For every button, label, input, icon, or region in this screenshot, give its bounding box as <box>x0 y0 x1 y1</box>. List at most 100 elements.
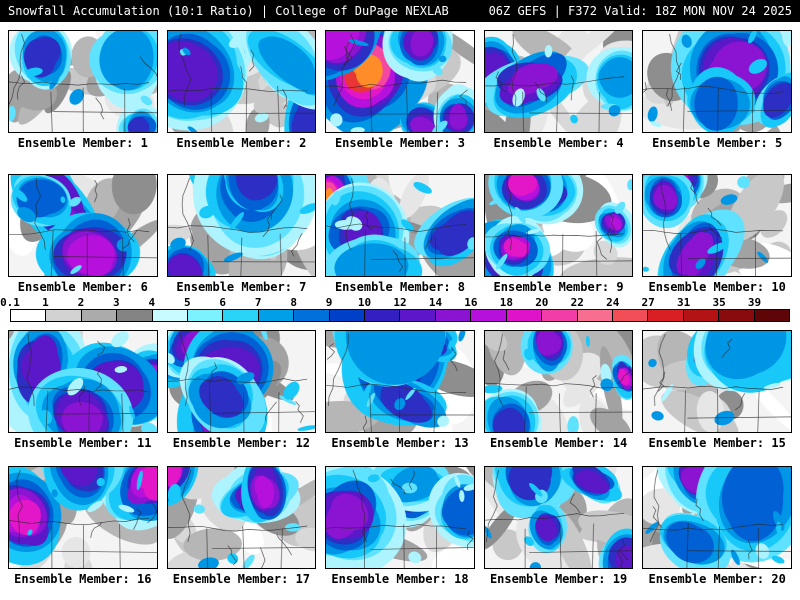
ensemble-member-label: Ensemble Member: 20 <box>648 572 786 586</box>
ensemble-panel: Ensemble Member: 2 <box>166 30 317 150</box>
ensemble-map <box>325 466 475 569</box>
ensemble-panel: Ensemble Member: 11 <box>8 330 158 450</box>
colorbar-tick: 0.1 <box>0 296 20 309</box>
colorbar-segment <box>223 310 259 321</box>
colorbar-bar <box>10 309 790 322</box>
ensemble-panel: Ensemble Member: 1 <box>8 30 158 150</box>
ensemble-panel: Ensemble Member: 15 <box>642 330 792 450</box>
colorbar-tick: 6 <box>219 296 227 309</box>
ensemble-map-canvas <box>167 31 316 132</box>
ensemble-panel: Ensemble Member: 12 <box>166 330 317 450</box>
ensemble-panel: Ensemble Member: 9 <box>483 174 634 294</box>
colorbar-tick: 24 <box>606 296 620 309</box>
ensemble-map-canvas <box>9 175 157 276</box>
ensemble-panel: Ensemble Member: 6 <box>8 174 158 294</box>
ensemble-map-canvas <box>326 31 474 132</box>
ensemble-map-canvas <box>484 31 633 132</box>
ensemble-map-canvas <box>9 331 157 432</box>
colorbar-segment <box>577 310 613 321</box>
ensemble-map-canvas <box>484 467 633 568</box>
ensemble-panel: Ensemble Member: 19 <box>483 466 634 586</box>
ensemble-member-label: Ensemble Member: 19 <box>489 572 628 586</box>
colorbar-tick: 31 <box>677 296 691 309</box>
colorbar-segment <box>11 310 47 321</box>
ensemble-map-canvas <box>167 331 316 432</box>
colorbar-tick: 35 <box>712 296 726 309</box>
colorbar-tick: 4 <box>148 296 156 309</box>
ensemble-member-label: Ensemble Member: 18 <box>331 572 469 586</box>
ensemble-map <box>8 30 158 133</box>
ensemble-panel: Ensemble Member: 14 <box>483 330 634 450</box>
ensemble-map-canvas <box>326 175 474 276</box>
ensemble-row-3: Ensemble Member: 11 Ensemble Member: 12 En… <box>0 330 800 450</box>
colorbar-segment <box>46 310 82 321</box>
colorbar: 0.1 1 2 3 4 5 6 7 8 9 10 12 14 16 18 20 22 24 27 31 35 39 <box>0 296 790 322</box>
ensemble-panel: Ensemble Member: 20 <box>642 466 792 586</box>
ensemble-member-label: Ensemble Member: 2 <box>176 136 307 150</box>
ensemble-map-canvas <box>643 467 791 568</box>
ensemble-member-label: Ensemble Member: 5 <box>652 136 783 150</box>
colorbar-tick: 22 <box>570 296 584 309</box>
colorbar-segment <box>258 310 295 321</box>
colorbar-segment <box>329 310 366 321</box>
ensemble-map <box>483 466 634 569</box>
ensemble-member-label: Ensemble Member: 13 <box>331 436 469 450</box>
ensemble-row-2: Ensemble Member: 6 Ensemble Member: 7 Ense… <box>0 174 800 294</box>
ensemble-row-1: Ensemble Member: 1 Ensemble Member: 2 Ense… <box>0 30 800 150</box>
ensemble-panel: Ensemble Member: 18 <box>325 466 475 586</box>
ensemble-panel: Ensemble Member: 7 <box>166 174 317 294</box>
ensemble-map <box>166 466 317 569</box>
ensemble-panel: Ensemble Member: 16 <box>8 466 158 586</box>
colorbar-segment <box>294 310 330 321</box>
ensemble-map <box>483 174 634 277</box>
ensemble-panel: Ensemble Member: 13 <box>325 330 475 450</box>
ensemble-map <box>642 466 792 569</box>
snowfall-ensemble-page: Snowfall Accumulation (10:1 Ratio) | Col… <box>0 0 800 586</box>
colorbar-tick: 1 <box>42 296 49 309</box>
ensemble-map-canvas <box>9 467 157 568</box>
ensemble-member-label: Ensemble Member: 14 <box>489 436 628 450</box>
ensemble-member-label: Ensemble Member: 7 <box>176 280 307 294</box>
ensemble-map-canvas <box>643 31 791 132</box>
ensemble-member-label: Ensemble Member: 1 <box>17 136 148 150</box>
ensemble-row-4: Ensemble Member: 16 Ensemble Member: 17 En… <box>0 466 800 586</box>
colorbar-tick: 7 <box>254 296 262 309</box>
colorbar-segment <box>471 310 507 321</box>
colorbar-segment <box>683 310 720 321</box>
ensemble-map-canvas <box>167 467 316 568</box>
colorbar-tick: 12 <box>393 296 407 309</box>
colorbar-tick: 18 <box>499 296 513 309</box>
ensemble-member-label: Ensemble Member: 12 <box>172 436 311 450</box>
colorbar-tick: 2 <box>77 296 85 309</box>
ensemble-member-label: Ensemble Member: 10 <box>648 280 786 294</box>
colorbar-tick: 20 <box>535 296 549 309</box>
ensemble-member-label: Ensemble Member: 15 <box>648 436 786 450</box>
ensemble-map-canvas <box>484 331 633 432</box>
colorbar-segment <box>117 310 153 321</box>
colorbar-tick: 39 <box>747 296 762 309</box>
ensemble-map <box>325 174 475 277</box>
ensemble-map-canvas <box>643 331 791 432</box>
ensemble-map-canvas <box>167 175 316 276</box>
ensemble-member-label: Ensemble Member: 3 <box>334 136 465 150</box>
ensemble-grid: Ensemble Member: 1 Ensemble Member: 2 Ense… <box>0 30 800 586</box>
ensemble-member-label: Ensemble Member: 16 <box>14 572 152 586</box>
ensemble-map-canvas <box>326 467 474 568</box>
colorbar-tick: 10 <box>357 296 372 309</box>
ensemble-map <box>483 30 634 133</box>
colorbar-tick: 5 <box>183 296 191 309</box>
ensemble-panel: Ensemble Member: 5 <box>642 30 792 150</box>
colorbar-segment <box>612 310 649 321</box>
ensemble-member-label: Ensemble Member: 17 <box>172 572 311 586</box>
ensemble-panel: Ensemble Member: 4 <box>483 30 634 150</box>
colorbar-segment <box>81 310 118 321</box>
colorbar-tick: 14 <box>428 296 443 309</box>
ensemble-map <box>166 30 317 133</box>
colorbar-segment <box>152 310 189 321</box>
title-bar: Snowfall Accumulation (10:1 Ratio) | Col… <box>0 0 800 22</box>
colorbar-segment <box>188 310 224 321</box>
colorbar-tick: 16 <box>464 296 478 309</box>
colorbar-segment <box>648 310 684 321</box>
ensemble-map <box>166 330 317 433</box>
ensemble-map-canvas <box>326 331 474 432</box>
